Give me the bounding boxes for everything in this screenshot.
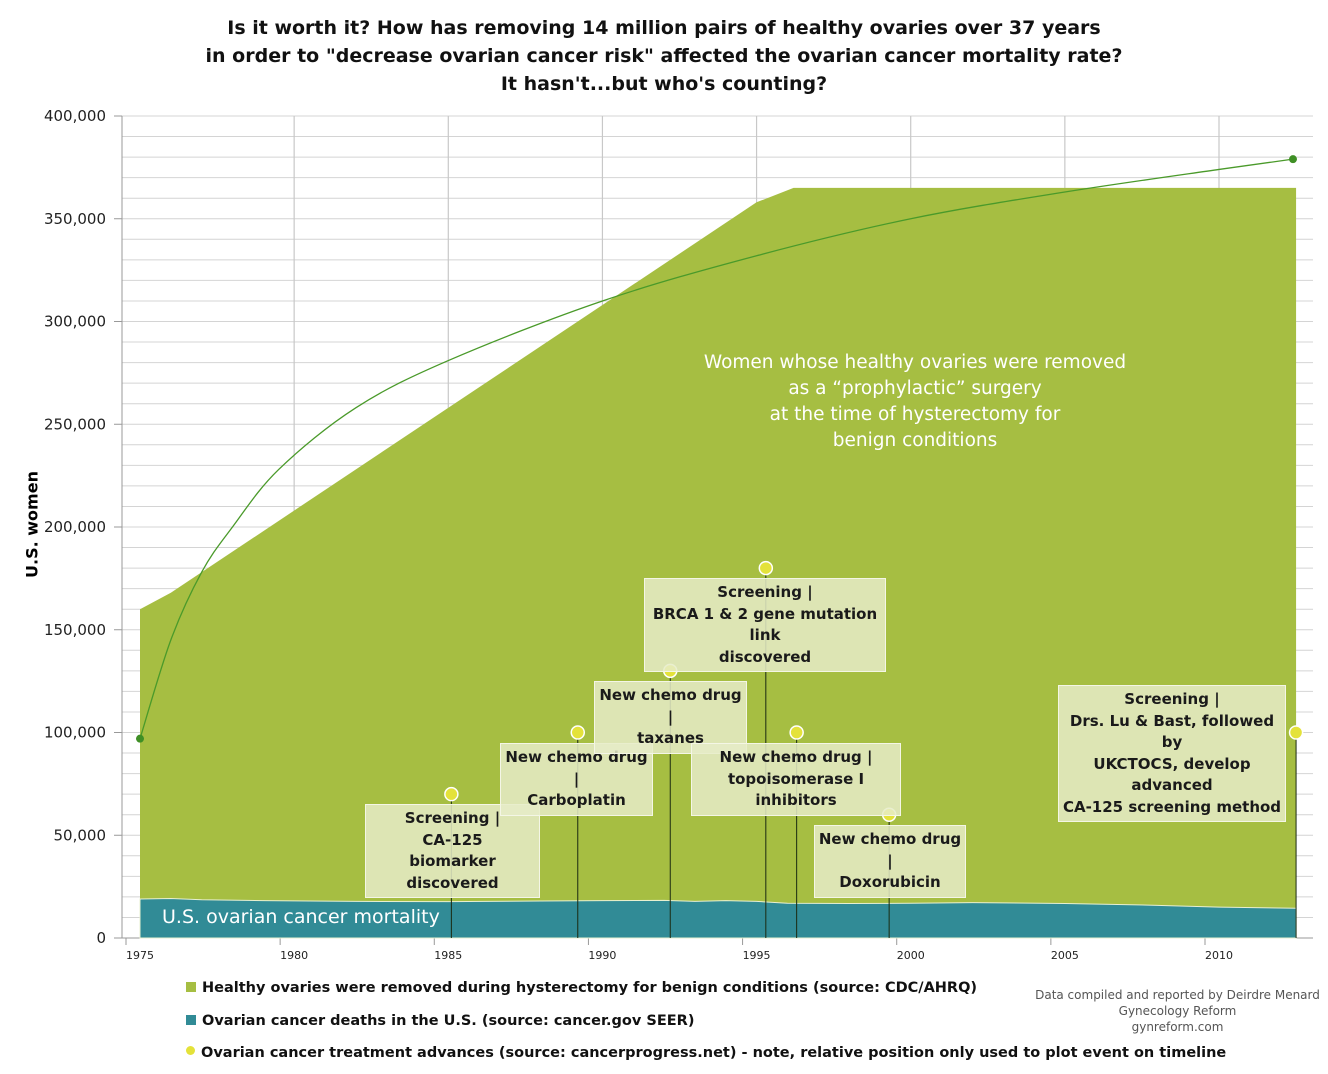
x-tick-label: 2000 [897, 949, 925, 962]
event-annotation: Screening | BRCA 1 & 2 gene mutation link… [644, 578, 886, 672]
event-marker [789, 725, 804, 740]
title-line: Is it worth it? How has removing 14 mill… [227, 17, 1101, 39]
annotation-line: BRCA 1 & 2 gene mutation link [652, 604, 878, 645]
y-tick-label: 250,000 [44, 415, 106, 433]
credit-line: Gynecology Reform [1118, 1004, 1237, 1018]
area-label-line: benign conditions [832, 430, 998, 451]
x-tick-label: 1985 [434, 949, 462, 962]
legend-label: Ovarian cancer treatment advances (sourc… [201, 1045, 1227, 1061]
annotation-line: Screening | [404, 809, 501, 827]
x-tick-label: 2005 [1051, 949, 1079, 962]
x-tick-label: 1995 [743, 949, 771, 962]
y-tick-label: 50,000 [54, 826, 107, 844]
annotation-line: Doxorubicin [839, 873, 941, 891]
legend-dot [186, 1046, 195, 1055]
y-tick-label: 350,000 [44, 210, 106, 228]
title-line: It hasn't...but who's counting? [500, 73, 828, 95]
area-label-line: as a “prophylactic” surgery [788, 378, 1042, 399]
y-tick-label: 300,000 [44, 313, 106, 331]
trend-point [136, 734, 144, 743]
annotation-line: discovered [718, 647, 812, 666]
credit-line: gynreform.com [1131, 1020, 1224, 1034]
x-tick-label: 1990 [588, 949, 616, 962]
area-label-line: at the time of hysterectomy for [769, 404, 1061, 425]
event-marker [444, 786, 459, 802]
credit-line: Data compiled and reported by Deirdre Me… [1035, 988, 1320, 1002]
annotation-line: Screening | [717, 583, 813, 601]
annotation-line: CA-125 [422, 830, 483, 849]
event-annotation: New chemo drug | Carboplatin [500, 743, 653, 816]
legend-label: Healthy ovaries were removed during hyst… [202, 980, 978, 996]
y-tick-label: 400,000 [44, 107, 106, 125]
ovaries-removed-area [140, 187, 1297, 939]
area-label-line: Women whose healthy ovaries were removed [703, 352, 1127, 373]
x-tick-label: 2010 [1205, 949, 1233, 962]
annotation-line: CA-125 screening method [1062, 797, 1282, 816]
annotation-line: New chemo drug | [719, 748, 873, 766]
legend-item-advances: Ovarian cancer treatment advances (sourc… [186, 1045, 1226, 1061]
x-tick-label: 1975 [126, 949, 154, 962]
y-tick-label: 100,000 [44, 724, 106, 742]
annotation-line: UKCTOCS, develop advanced [1093, 754, 1251, 795]
legend-label: Ovarian cancer deaths in the U.S. (sourc… [202, 1013, 695, 1029]
mortality-area [139, 898, 1297, 939]
y-tick-label: 200,000 [44, 518, 106, 536]
annotation-line: Drs. Lu & Bast, followed by [1069, 711, 1275, 752]
event-annotation: New chemo drug | Doxorubicin [814, 825, 966, 898]
chart-title: Is it worth it? How has removing 14 mill… [0, 14, 1328, 98]
legend-swatch [186, 982, 196, 992]
x-tick-label: 1980 [280, 949, 308, 962]
legend-swatch [186, 1015, 196, 1025]
event-marker [758, 560, 774, 576]
title-line: in order to "decrease ovarian cancer ris… [205, 45, 1123, 67]
annotation-line: taxanes [637, 729, 704, 747]
event-annotation: Screening | Drs. Lu & Bast, followed by UK… [1058, 685, 1286, 822]
trend-line [139, 158, 1294, 739]
event-annotation: New chemo drug | taxanes [594, 681, 747, 754]
y-tick-label: 0 [96, 929, 106, 947]
event-marker [570, 725, 586, 740]
trend-point [1288, 155, 1297, 164]
ovaries-area-label: Women whose healthy ovaries were removed… [690, 350, 1140, 454]
legend-item-deaths: Ovarian cancer deaths in the U.S. (sourc… [186, 1013, 694, 1029]
y-tick-label: 150,000 [44, 621, 106, 639]
annotation-line: Carboplatin [527, 791, 626, 809]
annotation-line: biomarker discovered [406, 852, 499, 892]
annotation-line: topoisomerase I inhibitors [727, 769, 865, 810]
annotation-line: New chemo drug | [818, 830, 962, 870]
mortality-area-label: U.S. ovarian cancer mortality [162, 906, 440, 928]
legend-item-ovaries: Healthy ovaries were removed during hyst… [186, 980, 977, 996]
event-annotation: Screening | CA-125 biomarker discovered [365, 804, 540, 898]
credit: Data compiled and reported by Deirdre Me… [1030, 987, 1325, 1035]
annotation-line: New chemo drug | [599, 686, 742, 726]
event-annotation: New chemo drug | topoisomerase I inhibito… [691, 743, 901, 816]
annotation-line: Screening | [1124, 690, 1220, 708]
event-marker [1288, 725, 1304, 740]
